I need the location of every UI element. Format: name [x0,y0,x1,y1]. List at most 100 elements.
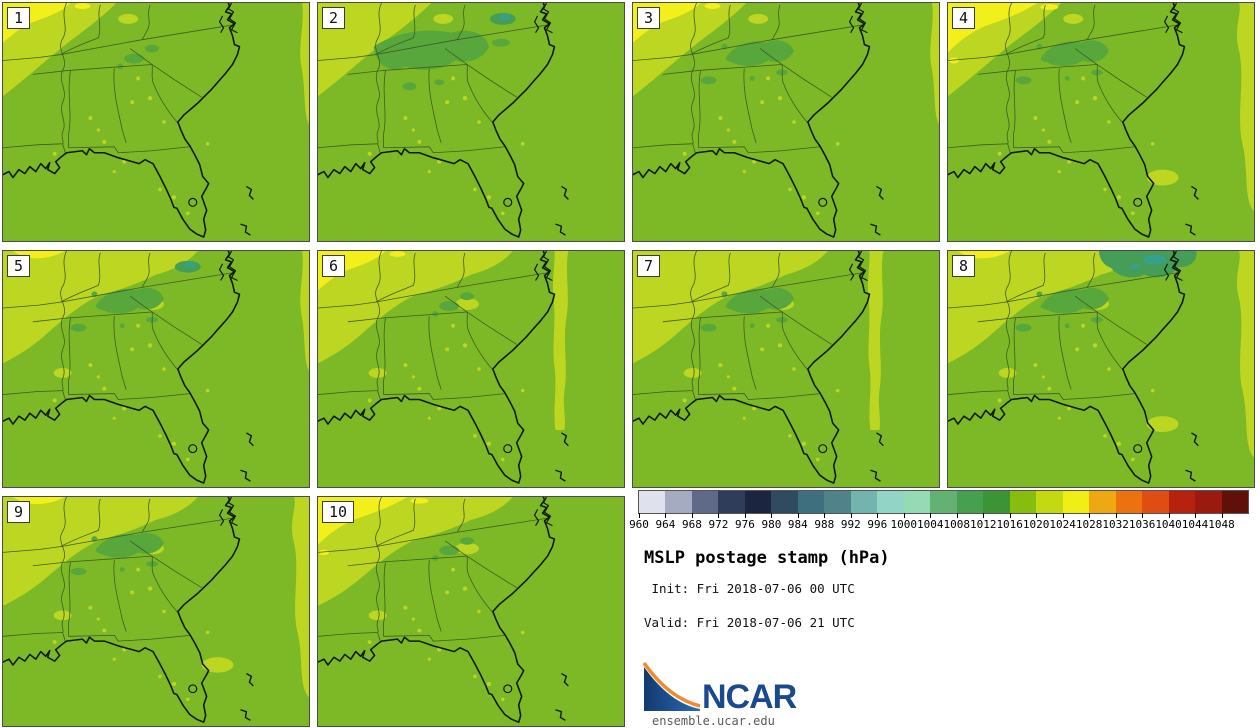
map-panel: 5 [2,250,310,488]
lake-okeechobee [818,197,828,207]
coastline [948,251,1199,484]
colorbar-segment [877,491,904,513]
panel-number-badge: 1 [7,7,31,29]
lake-okeechobee [503,684,513,694]
colorbar-tick-label: 1028 [1075,518,1103,531]
pressure-fill-1012-1016 [700,287,794,332]
state-borders [318,251,549,401]
bahamas-islands [246,672,254,687]
lake-okeechobee [503,444,513,454]
colorbar-segment [850,491,878,513]
pressure-fill-atlantic-band [300,3,309,124]
bahamas-islands [561,185,569,200]
colorbar-tick-label: 1040 [1155,518,1182,531]
pressure-speckles [682,76,840,216]
colorbar-tick-label: 980 [761,518,782,531]
state-borders [633,251,864,401]
colorbar-tick-label: 988 [814,518,835,531]
panel-number-badge: 2 [322,7,346,29]
bahamas-islands [246,432,254,447]
colorbar-segment [1062,491,1090,513]
coastline [3,497,254,723]
init-time: Init: Fri 2018-07-06 00 UTC [644,581,855,596]
colorbar-tick-label: 1024 [1049,518,1076,531]
bahamas-islands [876,185,884,200]
coastline [3,3,254,238]
pressure-fill-1020-1024 [633,3,769,97]
pressure-fill-1012-1016 [1015,40,1109,85]
colorbar-segment [1221,491,1249,513]
lake-okeechobee [1133,197,1143,207]
mslp-map [948,251,1254,487]
lake-okeechobee [188,197,198,207]
coastline [633,3,884,238]
bahamas-islands [561,432,569,447]
colorbar-segment [903,491,931,513]
pressure-speckles [367,323,525,462]
colorbar-tick [956,513,958,518]
legend-block: 960 964 968 972 976 980 984 988 992 996 1000 1004 10… [629,488,1258,728]
mslp-map [318,497,624,726]
pressure-fill-1020-1024 [318,497,513,621]
coastline [633,251,884,484]
colorbar-segment [744,491,772,513]
pressure-speckles [52,323,210,462]
colorbar-tick [1221,513,1223,518]
colorbar-tick-label: 984 [787,518,808,531]
map-panel: 6 [317,250,625,488]
colorbar-tick-label: 1012 [969,518,997,531]
state-borders [3,251,234,401]
pressure-fill-1020-1024 [318,251,513,378]
colorbar-segment [718,491,745,513]
map-panel: 4 [947,2,1255,242]
panel-number-badge: 5 [7,255,31,277]
colorbar-segment [1009,491,1037,513]
pressure-fill-atlantic-band [201,497,309,698]
lake-okeechobee [818,444,828,454]
colorbar-tick [1062,513,1064,518]
pressure-speckles [52,76,210,216]
colorbar-tick [1036,513,1038,518]
colorbar-tick [824,513,826,518]
colorbar-tick [983,513,985,518]
pressure-fill-1012-1016 [432,537,474,561]
pressure-fill-atlantic-band [552,251,569,430]
map-panel: 8 [947,250,1255,488]
colorbar-tick [930,513,932,518]
colorbar-tick [718,513,720,518]
pressure-low-spot [489,12,516,25]
mslp-map [948,3,1254,241]
colorbar-segment [956,491,984,513]
mslp-map [633,251,939,487]
pressure-fill-atlantic-band [300,251,309,371]
colorbar-tick-label: 1008 [943,518,970,531]
pressure-speckles [997,76,1155,216]
colorbar-tick [1142,513,1144,518]
colorbar-labels: 960 964 968 972 976 980 984 988 992 996 1000 1004 10… [629,518,1248,532]
colorbar-tick [797,513,799,518]
pressure-speckles [682,323,840,462]
colorbar-tick [691,513,693,518]
bahamas-islands [561,672,569,687]
ncar-logo: NCAR [642,662,798,714]
colorbar-tick-label: 992 [840,518,861,531]
colorbar-tick-label: 972 [708,518,729,531]
coastline [3,251,254,484]
colorbar-tick [744,513,746,518]
mslp-map [633,3,939,241]
panel-number-badge: 3 [637,7,661,29]
colorbar-tick [877,513,879,518]
pressure-low-spot [174,260,201,273]
pressure-speckles [52,567,210,702]
colorbar-tick-label: 996 [867,518,888,531]
colorbar-tick-label: 1000 [890,518,918,531]
coastline [948,3,1199,238]
colorbar-ticks [639,513,1248,518]
coastline [318,3,569,238]
map-panel: 9 [2,496,310,727]
colorbar-segment [1195,491,1222,513]
colorbar-tick [639,513,640,518]
lake-okeechobee [503,197,513,207]
colorbar-tick [1195,513,1197,518]
